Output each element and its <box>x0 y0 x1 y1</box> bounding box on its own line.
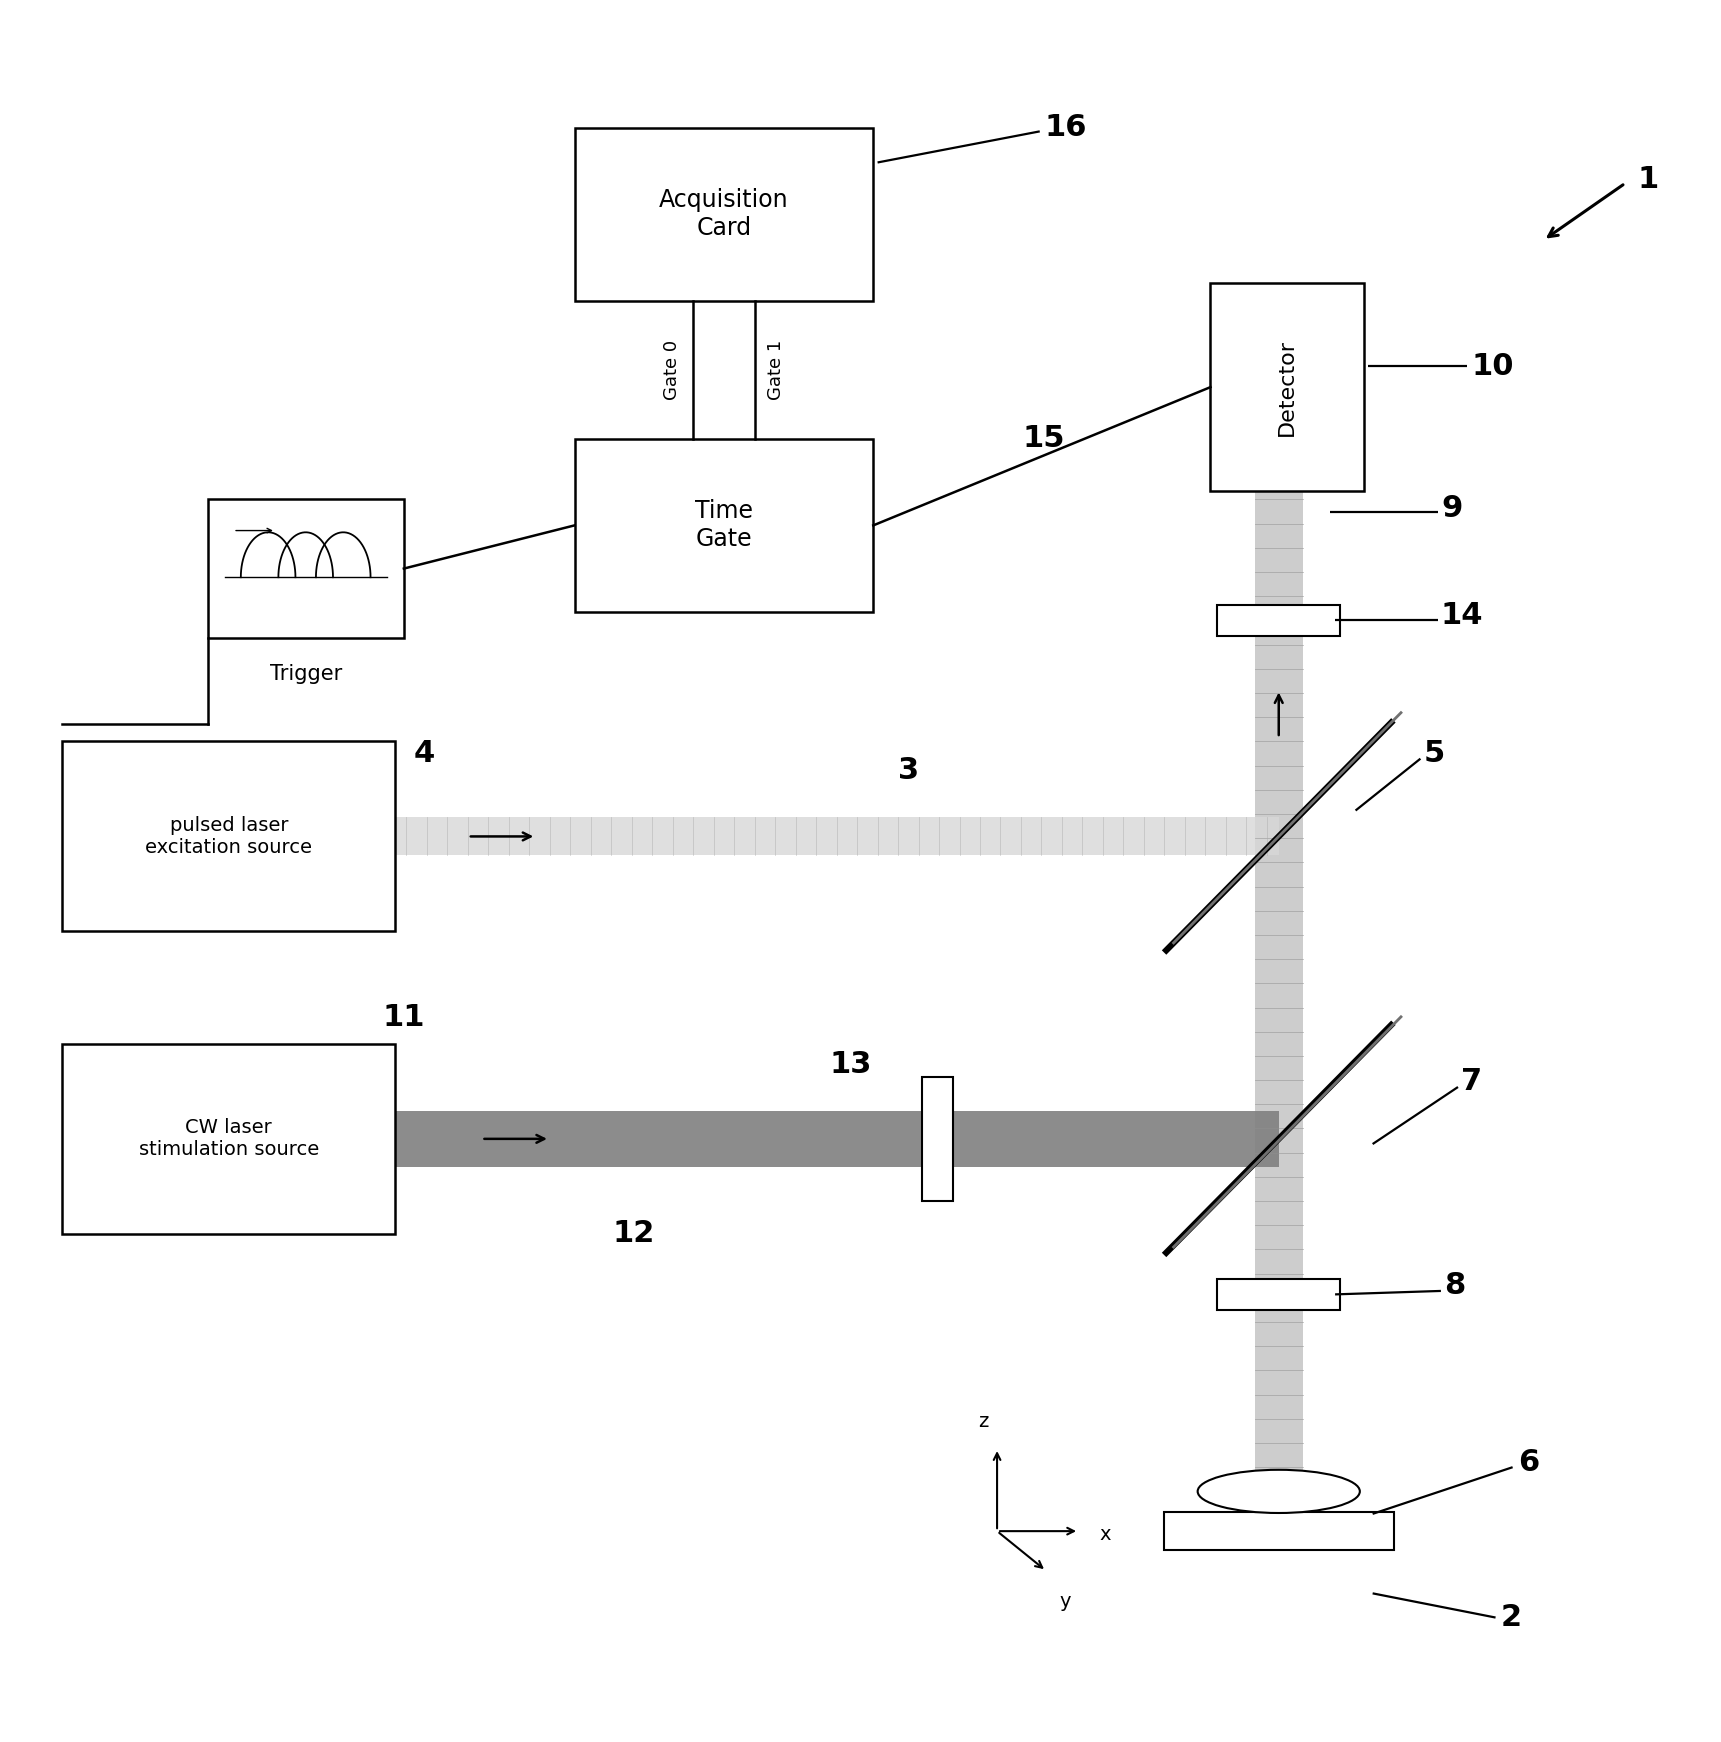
Polygon shape <box>396 1111 1279 1167</box>
FancyBboxPatch shape <box>575 439 873 611</box>
Text: 14: 14 <box>1440 601 1484 631</box>
Text: 7: 7 <box>1461 1068 1482 1096</box>
Text: Detector: Detector <box>1277 338 1298 436</box>
FancyBboxPatch shape <box>922 1077 953 1200</box>
FancyBboxPatch shape <box>1217 1279 1341 1310</box>
Text: x: x <box>1100 1524 1112 1543</box>
Polygon shape <box>396 817 1279 855</box>
Text: 16: 16 <box>1045 113 1088 143</box>
FancyBboxPatch shape <box>1210 284 1365 491</box>
Text: y: y <box>1060 1592 1072 1611</box>
Text: Gate 0: Gate 0 <box>663 340 682 401</box>
Text: 6: 6 <box>1518 1448 1539 1477</box>
Ellipse shape <box>1198 1470 1360 1514</box>
Text: 10: 10 <box>1471 352 1514 381</box>
Text: 2: 2 <box>1501 1603 1521 1632</box>
FancyBboxPatch shape <box>62 1043 396 1233</box>
Text: Trigger: Trigger <box>270 664 342 683</box>
Text: 13: 13 <box>830 1050 873 1078</box>
Text: 15: 15 <box>1022 425 1065 453</box>
FancyBboxPatch shape <box>208 500 404 638</box>
Text: 9: 9 <box>1440 493 1463 523</box>
Text: pulsed laser
excitation source: pulsed laser excitation source <box>145 815 313 857</box>
Polygon shape <box>1255 491 1303 1545</box>
Text: 11: 11 <box>382 1003 425 1033</box>
Text: 1: 1 <box>1637 165 1659 195</box>
FancyBboxPatch shape <box>1217 604 1341 636</box>
Text: 3: 3 <box>898 756 919 786</box>
Text: Time
Gate: Time Gate <box>695 500 752 550</box>
FancyBboxPatch shape <box>62 742 396 932</box>
Text: z: z <box>978 1413 988 1430</box>
FancyBboxPatch shape <box>1163 1512 1394 1550</box>
Text: 12: 12 <box>613 1219 656 1249</box>
Text: 5: 5 <box>1423 739 1446 768</box>
Text: 8: 8 <box>1444 1272 1466 1300</box>
Text: Acquisition
Card: Acquisition Card <box>659 188 788 240</box>
Text: 4: 4 <box>413 739 434 768</box>
Text: Gate 1: Gate 1 <box>766 340 785 401</box>
Text: CW laser
stimulation source: CW laser stimulation source <box>139 1118 318 1160</box>
FancyBboxPatch shape <box>575 127 873 301</box>
